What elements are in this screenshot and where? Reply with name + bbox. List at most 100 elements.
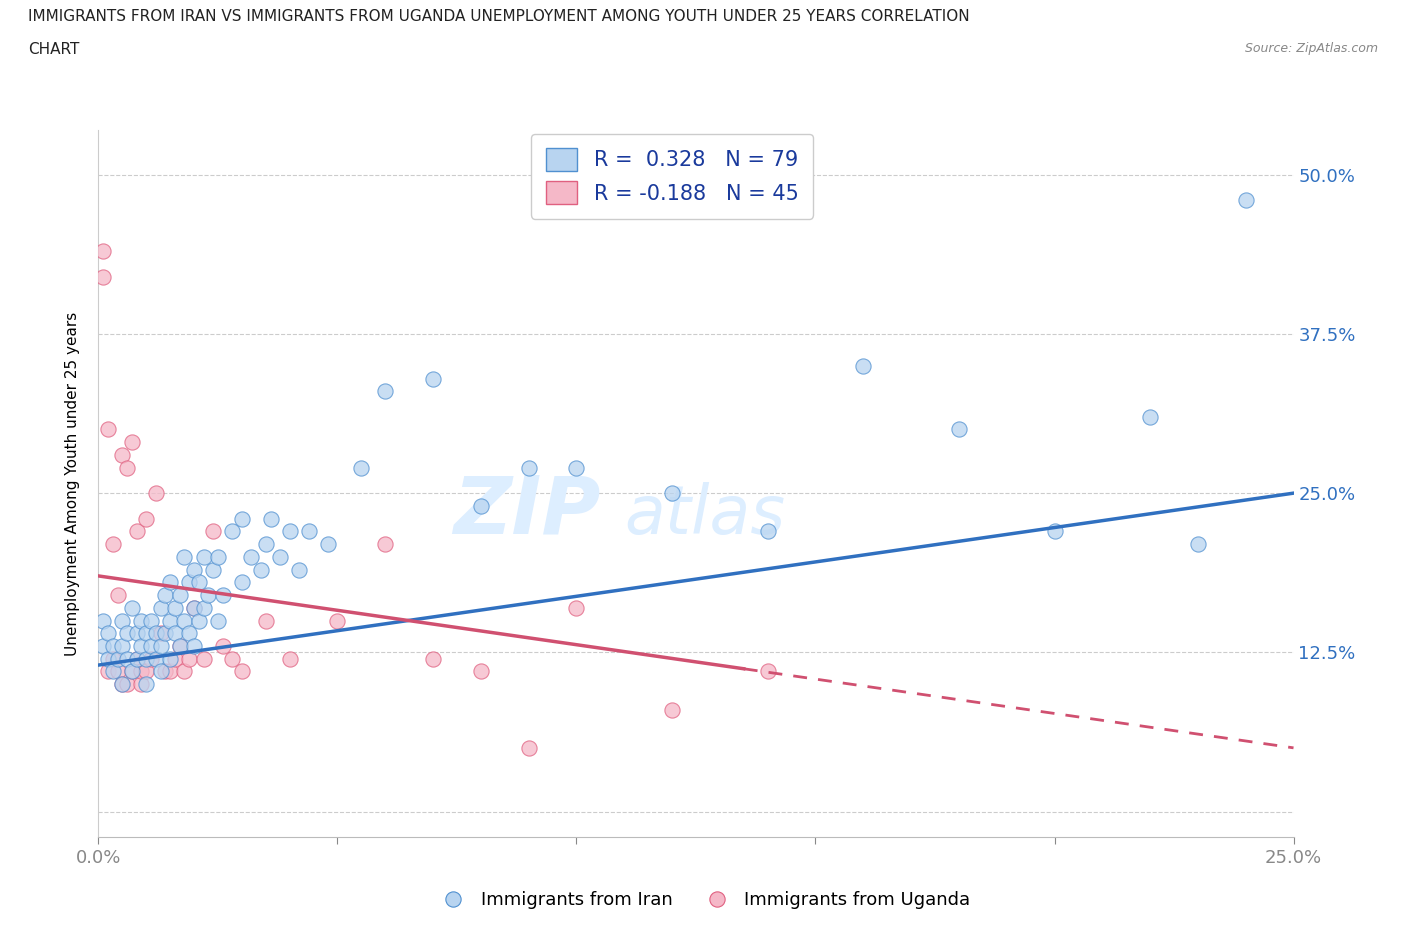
- Point: [254, 537, 277, 551]
- Point: [202, 524, 225, 538]
- Point: [91, 639, 114, 654]
- Point: [316, 537, 339, 551]
- Point: [565, 601, 588, 616]
- Point: [756, 524, 779, 538]
- Point: [254, 613, 277, 628]
- Point: [131, 677, 153, 692]
- Point: [91, 613, 114, 628]
- Point: [517, 740, 540, 755]
- Legend: Immigrants from Iran, Immigrants from Uganda: Immigrants from Iran, Immigrants from Ug…: [429, 884, 977, 916]
- Point: [269, 550, 291, 565]
- Point: [179, 626, 201, 641]
- Point: [183, 601, 205, 616]
- Point: [159, 613, 181, 628]
- Y-axis label: Unemployment Among Youth under 25 years: Unemployment Among Youth under 25 years: [65, 312, 80, 656]
- Point: [145, 626, 167, 641]
- Point: [139, 639, 162, 654]
- Point: [131, 613, 153, 628]
- Point: [565, 460, 588, 475]
- Point: [155, 588, 177, 603]
- Point: [135, 626, 157, 641]
- Point: [211, 639, 233, 654]
- Point: [135, 677, 157, 692]
- Point: [149, 639, 172, 654]
- Point: [1187, 537, 1209, 551]
- Point: [193, 550, 215, 565]
- Point: [111, 613, 134, 628]
- Point: [155, 664, 177, 679]
- Point: [183, 601, 205, 616]
- Point: [163, 601, 186, 616]
- Point: [179, 575, 201, 590]
- Point: [169, 588, 191, 603]
- Point: [374, 384, 396, 399]
- Point: [173, 550, 195, 565]
- Point: [97, 626, 120, 641]
- Point: [517, 460, 540, 475]
- Point: [202, 562, 225, 577]
- Point: [101, 537, 124, 551]
- Point: [111, 639, 134, 654]
- Point: [125, 524, 148, 538]
- Point: [422, 651, 444, 666]
- Text: atlas: atlas: [624, 483, 786, 549]
- Point: [278, 524, 301, 538]
- Point: [207, 613, 229, 628]
- Point: [852, 358, 875, 373]
- Point: [135, 651, 157, 666]
- Point: [101, 651, 124, 666]
- Point: [169, 639, 191, 654]
- Point: [173, 613, 195, 628]
- Point: [145, 485, 167, 500]
- Legend: R =  0.328   N = 79, R = -0.188   N = 45: R = 0.328 N = 79, R = -0.188 N = 45: [531, 134, 813, 219]
- Point: [470, 664, 492, 679]
- Point: [149, 664, 172, 679]
- Point: [661, 702, 683, 717]
- Point: [661, 485, 683, 500]
- Point: [187, 613, 209, 628]
- Point: [107, 588, 129, 603]
- Point: [1234, 193, 1257, 207]
- Point: [326, 613, 349, 628]
- Point: [183, 639, 205, 654]
- Point: [97, 422, 120, 437]
- Point: [125, 626, 148, 641]
- Point: [211, 588, 233, 603]
- Point: [183, 562, 205, 577]
- Point: [97, 664, 120, 679]
- Point: [231, 664, 253, 679]
- Text: CHART: CHART: [28, 42, 80, 57]
- Point: [1043, 524, 1066, 538]
- Point: [91, 244, 114, 259]
- Point: [470, 498, 492, 513]
- Point: [135, 664, 157, 679]
- Point: [187, 575, 209, 590]
- Point: [298, 524, 321, 538]
- Point: [121, 434, 143, 449]
- Point: [221, 524, 243, 538]
- Point: [193, 601, 215, 616]
- Point: [139, 613, 162, 628]
- Point: [149, 601, 172, 616]
- Point: [135, 512, 157, 526]
- Point: [197, 588, 219, 603]
- Point: [97, 651, 120, 666]
- Text: ZIP: ZIP: [453, 472, 600, 551]
- Point: [139, 651, 162, 666]
- Point: [231, 575, 253, 590]
- Point: [240, 550, 263, 565]
- Point: [1139, 409, 1161, 424]
- Point: [111, 677, 134, 692]
- Point: [149, 626, 172, 641]
- Point: [422, 371, 444, 386]
- Point: [163, 651, 186, 666]
- Point: [259, 512, 281, 526]
- Point: [756, 664, 779, 679]
- Point: [221, 651, 243, 666]
- Text: IMMIGRANTS FROM IRAN VS IMMIGRANTS FROM UGANDA UNEMPLOYMENT AMONG YOUTH UNDER 25: IMMIGRANTS FROM IRAN VS IMMIGRANTS FROM …: [28, 9, 970, 24]
- Point: [101, 639, 124, 654]
- Point: [350, 460, 373, 475]
- Text: Source: ZipAtlas.com: Source: ZipAtlas.com: [1244, 42, 1378, 55]
- Point: [163, 626, 186, 641]
- Point: [125, 651, 148, 666]
